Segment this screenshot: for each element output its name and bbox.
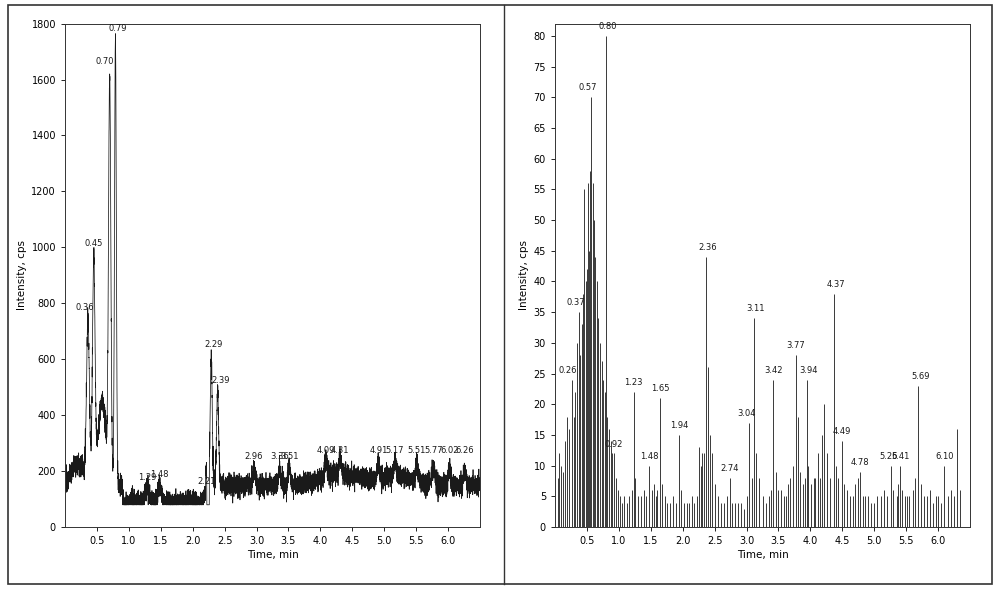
Text: 4.37: 4.37 <box>827 280 845 289</box>
Text: 1.23: 1.23 <box>624 378 643 387</box>
Text: 3.94: 3.94 <box>799 366 818 375</box>
Text: 5.17: 5.17 <box>386 446 404 455</box>
Text: 0.36: 0.36 <box>75 303 94 312</box>
Text: 3.36: 3.36 <box>270 452 289 461</box>
Text: 0.92: 0.92 <box>605 439 623 449</box>
Text: 5.51: 5.51 <box>408 446 426 455</box>
Text: 0.57: 0.57 <box>579 84 597 92</box>
Text: 1.94: 1.94 <box>670 421 688 430</box>
Text: 1.29: 1.29 <box>138 472 157 482</box>
Text: 5.26: 5.26 <box>879 452 898 461</box>
Text: 3.42: 3.42 <box>764 366 783 375</box>
Text: 4.91: 4.91 <box>369 446 388 455</box>
Text: 0.45: 0.45 <box>85 239 103 248</box>
Text: 5.69: 5.69 <box>911 372 929 381</box>
Text: 6.02: 6.02 <box>440 446 459 455</box>
Text: 2.21: 2.21 <box>197 477 215 486</box>
Text: 1.48: 1.48 <box>640 452 659 461</box>
Text: 6.10: 6.10 <box>935 452 954 461</box>
Text: 0.80: 0.80 <box>599 22 617 31</box>
X-axis label: Time, min: Time, min <box>247 550 298 560</box>
Text: 3.04: 3.04 <box>737 409 756 418</box>
Text: 0.70: 0.70 <box>96 57 114 66</box>
Text: 4.31: 4.31 <box>331 446 349 455</box>
Text: 2.74: 2.74 <box>721 464 739 473</box>
Text: 3.77: 3.77 <box>786 341 805 350</box>
X-axis label: Time, min: Time, min <box>737 550 788 560</box>
Text: 4.49: 4.49 <box>832 427 851 436</box>
Text: 0.79: 0.79 <box>109 24 127 32</box>
Text: 5.77: 5.77 <box>424 446 443 455</box>
Text: 1.65: 1.65 <box>651 384 670 393</box>
Y-axis label: Intensity, cps: Intensity, cps <box>519 240 529 310</box>
Text: 6.26: 6.26 <box>455 446 474 455</box>
Text: 2.96: 2.96 <box>245 452 263 461</box>
Text: 3.11: 3.11 <box>746 305 765 313</box>
Text: 2.39: 2.39 <box>211 376 229 385</box>
Text: 0.37: 0.37 <box>566 298 585 307</box>
Text: 4.78: 4.78 <box>851 458 869 467</box>
Text: 0.26: 0.26 <box>559 366 577 375</box>
Y-axis label: Intensity, cps: Intensity, cps <box>17 240 27 310</box>
Text: 4.09: 4.09 <box>317 446 335 455</box>
Text: 5.41: 5.41 <box>891 452 910 461</box>
Text: 1.48: 1.48 <box>150 470 169 479</box>
Text: 2.36: 2.36 <box>698 243 717 252</box>
Text: 2.29: 2.29 <box>204 340 222 349</box>
Text: 3.51: 3.51 <box>280 452 298 461</box>
